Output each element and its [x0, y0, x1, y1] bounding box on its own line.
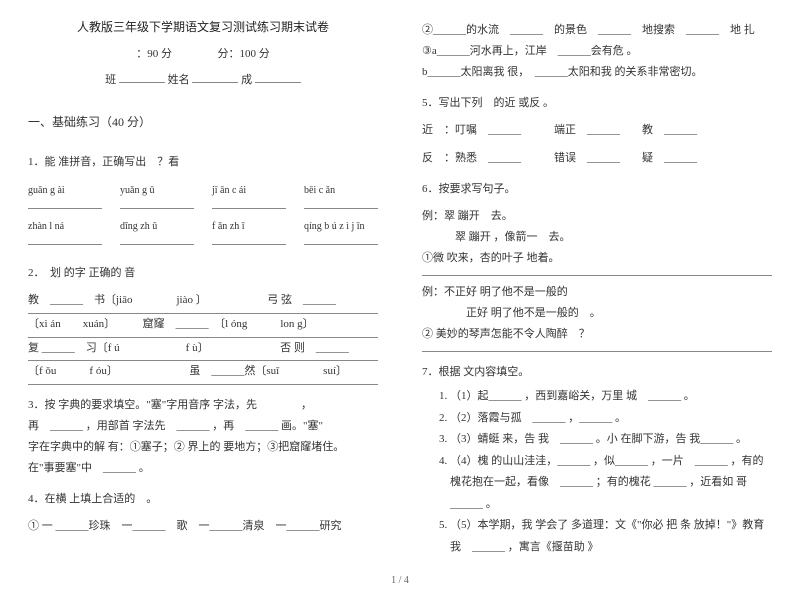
pinyin: jī ān c ái: [212, 181, 286, 200]
q3-line: 再 ______ ，用部首 字法先 ______ ，再 ______ 画。"塞": [28, 416, 378, 437]
q2: 2． 划 的字 正确的 音 教 ______ 书〔jiāo jiào 〕 弓 弦…: [28, 263, 378, 385]
q6-ex1-body: 翠 蹦开 ，像箭一 去。: [422, 227, 772, 248]
q7-item: （2）落霞与孤 ______ ，______ 。: [450, 408, 772, 429]
q3-prompt: 3．按 字典的要求填空。"塞"字用音序 字法，先 ，: [28, 395, 378, 416]
q1-blanks-1: [28, 203, 378, 209]
q3-line: 在"事要塞"中 ______ 。: [28, 458, 378, 479]
q4-line3a: ③a______河水再上，江岸 ______会有危 。: [422, 41, 772, 62]
pinyin: f ǎn zh ī: [212, 217, 286, 236]
left-column: 人教版三年级下学期语文复习测试练习期末试卷 ：90 分 分：100 分 班 姓名…: [28, 18, 400, 580]
pinyin: bēi c ǎn: [304, 181, 378, 200]
name-line: 班 姓名 成: [28, 71, 378, 87]
pinyin: guān g ài: [28, 181, 102, 200]
q6-ex2-label: 例：不正好 明了他不是一般的: [422, 282, 772, 303]
q6-item2: ② 美妙的琴声怎能不令人陶醉 ？: [422, 324, 772, 345]
q7-item: （3）蜻蜓 来，告 我 ______ 。小 在脚下游，告 我______ 。: [450, 429, 772, 450]
q2-line: 〔xi án xuán〕 窟窿 ______ 〔l óng lon g〕: [28, 314, 378, 335]
q4-line1: ① 一 ______珍珠 一______ 歌 一______清泉 一______…: [28, 516, 378, 537]
pinyin: dīng zh ǔ: [120, 217, 194, 236]
q6-item1: ①微 吹来，杏的叶子 地着。: [422, 248, 772, 269]
q4-line2: ②______的水流 ______ 的景色 ______ 地搜索 ______ …: [422, 20, 772, 41]
q3: 3．按 字典的要求填空。"塞"字用音序 字法，先 ， 再 ______ ，用部首…: [28, 395, 378, 479]
right-column: ②______的水流 ______ 的景色 ______ 地搜索 ______ …: [400, 18, 772, 580]
q4-line3b: b______太阳离我 很， ______太阳和我 的关系非常密切。: [422, 62, 772, 83]
q6-ex2-body: 正好 明了他不是一般的 。: [422, 303, 772, 324]
pinyin: qíng b ú z ì j īn: [304, 217, 378, 236]
q7-item: （1）起______ ，西到嘉峪关，万里 城 ______ 。: [450, 386, 772, 407]
q6: 6．按要求写句子。 例：翠 蹦开 去。 翠 蹦开 ，像箭一 去。 ①微 吹来，杏…: [422, 179, 772, 351]
q6-ex1-label: 例：翠 蹦开 去。: [422, 206, 772, 227]
q7-item: （4）槐 的山山洼洼，______ ，似______ ，一片 ______ ，有…: [450, 451, 772, 515]
name-label: 姓名: [168, 74, 190, 86]
q5-near: 近 ：叮嘱 ______ 端正 ______ 教 ______: [422, 120, 772, 141]
q6-prompt: 6．按要求写句子。: [422, 179, 772, 200]
q7: 7．根据 文内容填空。 （1）起______ ，西到嘉峪关，万里 城 _____…: [422, 362, 772, 558]
q1-pinyin-row2: zhàn l ná dīng zh ǔ f ǎn zh ī qíng b ú z…: [28, 217, 378, 236]
page-number: 1 / 4: [391, 575, 409, 586]
q3-line: 字在字典中的解 有：①塞子；② 界上的 要地方；③把窟窿堵住。: [28, 437, 378, 458]
q2-line: 教 ______ 书〔jiāo jiào 〕 弓 弦 ______: [28, 290, 378, 311]
time-label: ：90 分: [136, 48, 172, 60]
q4: 4．在横 上填上合适的 。 ① 一 ______珍珠 一______ 歌 一__…: [28, 489, 378, 537]
q7-list: （1）起______ ，西到嘉峪关，万里 城 ______ 。 （2）落霞与孤 …: [422, 386, 772, 558]
pinyin: zhàn l ná: [28, 217, 102, 236]
score-label: 分：100 分: [218, 48, 270, 60]
q2-line: 〔f ǒu f óu〕 虽 ______然〔suī suí〕: [28, 361, 378, 382]
doc-title: 人教版三年级下学期语文复习测试练习期末试卷: [28, 18, 378, 35]
q1-blanks-2: [28, 239, 378, 245]
q4-continued: ②______的水流 ______ 的景色 ______ 地搜索 ______ …: [422, 20, 772, 83]
q5-far: 反 ：熟悉 ______ 错误 ______ 疑 ______: [422, 148, 772, 169]
class-label: 班: [105, 74, 116, 86]
q1: 1．能 准拼音，正确写出 ？看 guān g ài yuǎn g ǔ jī ān…: [28, 152, 378, 253]
q1-pinyin-row1: guān g ài yuǎn g ǔ jī ān c ái bēi c ǎn: [28, 181, 378, 200]
q2-line: 复 ______ 习〔f ú f ù〕 否 则 ______: [28, 338, 378, 359]
q1-prompt: 1．能 准拼音，正确写出 ？看: [28, 152, 378, 173]
score-field-label: 成: [241, 74, 252, 86]
q5: 5．写出下列 的近 或反 。 近 ：叮嘱 ______ 端正 ______ 教 …: [422, 93, 772, 170]
q7-item: （5）本学期，我 学会了 多道理：文《"你必 把 条 放掉！"》教育我 ____…: [450, 515, 772, 558]
pinyin: yuǎn g ǔ: [120, 181, 194, 200]
score-line: ：90 分 分：100 分: [28, 45, 378, 61]
q4-prompt: 4．在横 上填上合适的 。: [28, 489, 378, 510]
section1-title: 一、基础练习（40 分）: [28, 113, 378, 130]
q7-prompt: 7．根据 文内容填空。: [422, 362, 772, 383]
q2-prompt: 2． 划 的字 正确的 音: [28, 263, 378, 284]
q5-prompt: 5．写出下列 的近 或反 。: [422, 93, 772, 114]
